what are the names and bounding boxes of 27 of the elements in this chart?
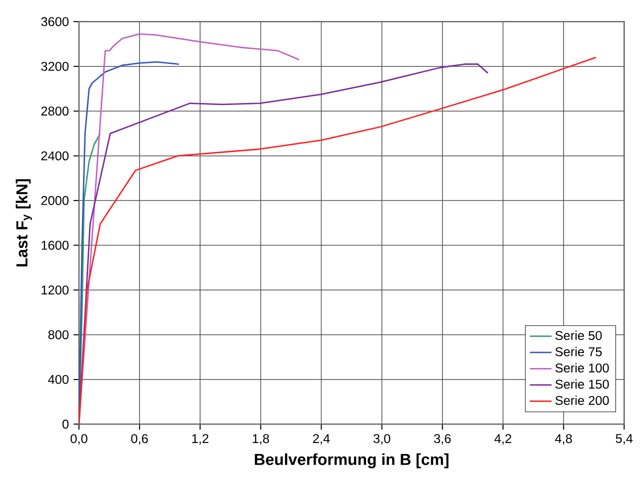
y-tick-label: 3600	[41, 17, 69, 26]
legend-label: Serie 200	[555, 396, 609, 406]
x-tick-label: 5,4	[616, 434, 633, 445]
legend-label: Serie 150	[555, 379, 609, 389]
legend-label: Serie 50	[555, 330, 602, 340]
x-tick-label: 3,6	[434, 434, 451, 445]
x-tick-label: 2,4	[313, 434, 330, 445]
x-tick-label: 4,8	[555, 434, 572, 445]
legend-label: Serie 100	[555, 363, 609, 373]
x-axis-title: Beulverformung in B [cm]	[254, 453, 448, 468]
y-tick-label: 2000	[41, 196, 69, 206]
y-tick-label: 1200	[42, 286, 69, 295]
x-tick-label: 1,8	[252, 434, 270, 445]
x-tick-label: 0,6	[131, 434, 148, 445]
y-tick-label: 0	[62, 420, 69, 429]
y-tick-label: 2800	[41, 106, 69, 116]
y-axis-title: Last F$_{y}$ [kN]	[16, 179, 32, 266]
x-tick-label: 4,2	[494, 434, 512, 445]
y-tick-label: 800	[48, 330, 69, 340]
x-tick-label: 1,2	[192, 434, 208, 445]
y-tick-label: 3200	[41, 62, 69, 71]
x-tick-label: 3,0	[373, 434, 390, 445]
x-tick-label: 0,0	[70, 434, 88, 445]
y-tick-label: 2400	[41, 151, 69, 160]
y-tick-label: 400	[48, 375, 69, 384]
legend-label: Serie 75	[555, 346, 602, 356]
y-tick-label: 1600	[42, 240, 69, 250]
